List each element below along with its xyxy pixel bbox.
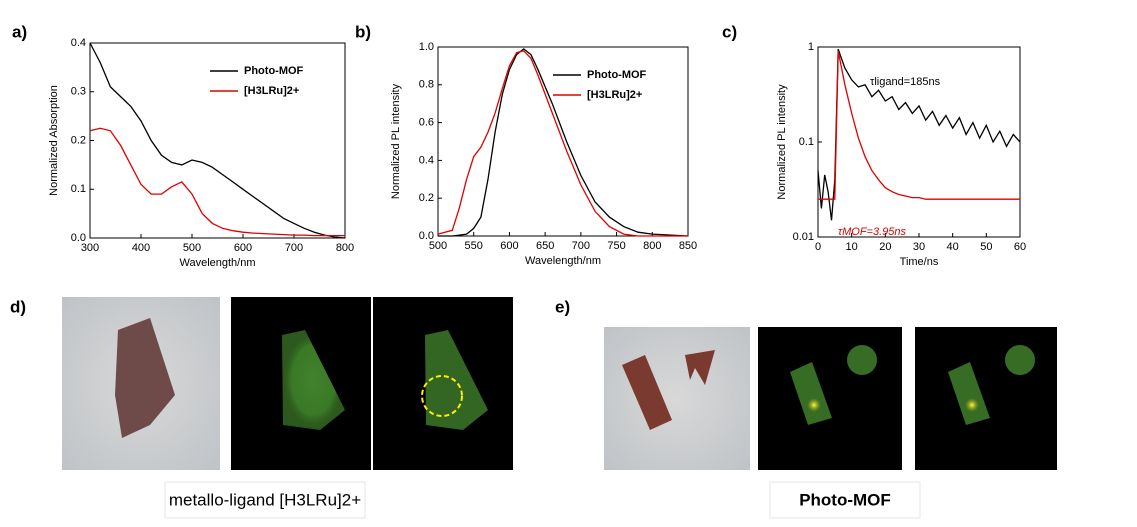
hotspot	[965, 398, 979, 412]
y-tick-label: 1	[808, 41, 814, 53]
x-tick-label: 800	[336, 242, 354, 254]
x-tick-label: 50	[980, 241, 992, 253]
panel-label: d)	[10, 297, 26, 316]
annotation: τMOF=3.95ns	[838, 226, 907, 238]
plot-frame	[437, 46, 689, 237]
y-tick-label: 0.1	[799, 136, 814, 148]
y-axis-label: Normalized Absorption	[48, 85, 60, 196]
plot-frame	[89, 42, 346, 239]
panel-label: b)	[355, 22, 371, 41]
panel-label: e)	[555, 297, 570, 316]
x-tick-label: 600	[234, 242, 252, 254]
data-line	[817, 48, 1021, 221]
x-tick-label: 550	[465, 240, 483, 252]
panel-label: a)	[12, 22, 27, 41]
x-tick-label: 60	[1014, 241, 1026, 253]
y-tick-label: 0.01	[793, 231, 814, 243]
y-tick-label: 0.3	[71, 86, 86, 98]
y-tick-label: 0.2	[419, 192, 434, 204]
x-tick-label: 750	[607, 240, 625, 252]
x-tick-label: 800	[643, 240, 661, 252]
data-line	[438, 48, 689, 237]
y-tick-label: 0.0	[71, 232, 86, 244]
y-tick-label: 0.0	[419, 230, 434, 242]
x-tick-label: 700	[285, 242, 303, 254]
caption-box	[164, 481, 366, 519]
region-marker	[421, 375, 463, 417]
x-tick-label: 10	[846, 241, 858, 253]
y-tick-label: 0.4	[71, 37, 86, 49]
x-tick-label: 300	[81, 242, 99, 254]
fluorescence-image	[758, 327, 902, 470]
data-line	[89, 42, 346, 239]
caption: Photo-MOF	[799, 490, 891, 509]
crystal	[685, 350, 715, 385]
fluorescence-image	[915, 327, 1057, 470]
caption: metallo-ligand [H3LRu]2+	[169, 490, 361, 509]
y-tick-label: 1.0	[419, 41, 434, 53]
x-tick-label: 600	[500, 240, 518, 252]
x-tick-label: 850	[679, 240, 697, 252]
x-axis-label: Wavelength/nm	[525, 255, 601, 267]
legend-label: Photo-MOF	[244, 65, 304, 77]
caption-box	[769, 481, 921, 519]
data-line	[818, 51, 1020, 200]
x-tick-label: 400	[132, 242, 150, 254]
y-tick-label: 0.4	[419, 154, 434, 166]
crystal-emission	[847, 345, 877, 375]
data-line	[89, 127, 345, 237]
x-tick-label: 650	[536, 240, 554, 252]
x-tick-label: 500	[429, 240, 447, 252]
crystal-emission	[948, 362, 990, 425]
x-axis-label: Wavelength/nm	[179, 257, 255, 269]
annotation: τligand=185ns	[870, 76, 941, 88]
y-tick-label: 0.1	[71, 183, 86, 195]
crystal-emission	[282, 330, 345, 430]
hotspot	[807, 398, 821, 412]
crystal	[115, 318, 175, 438]
x-tick-label: 500	[183, 242, 201, 254]
crystal-emission	[790, 362, 832, 425]
micrographs	[62, 297, 1057, 470]
legend-label: Photo-MOF	[587, 69, 647, 81]
x-tick-label: 700	[572, 240, 590, 252]
legend-label: [H3LRu]2+	[587, 89, 642, 101]
x-tick-label: 0	[815, 241, 821, 253]
y-axis-label: Normalized PL intensity	[390, 83, 402, 199]
legend-label: [H3LRu]2+	[244, 85, 299, 97]
data-line	[437, 50, 688, 237]
y-tick-label: 0.2	[71, 134, 86, 146]
y-axis-label: Normalized PL intensity	[776, 84, 788, 200]
brightfield-image	[604, 327, 750, 470]
x-tick-label: 40	[947, 241, 959, 253]
y-tick-label: 0.6	[419, 117, 434, 129]
x-tick-label: 30	[913, 241, 925, 253]
crystal-emission	[1005, 345, 1035, 375]
x-axis-label: Time/ns	[900, 256, 939, 268]
panel-label: c)	[722, 22, 737, 41]
y-tick-label: 0.8	[419, 79, 434, 91]
crystal-emission	[425, 330, 488, 430]
x-tick-label: 20	[879, 241, 891, 253]
crystal	[622, 355, 672, 430]
